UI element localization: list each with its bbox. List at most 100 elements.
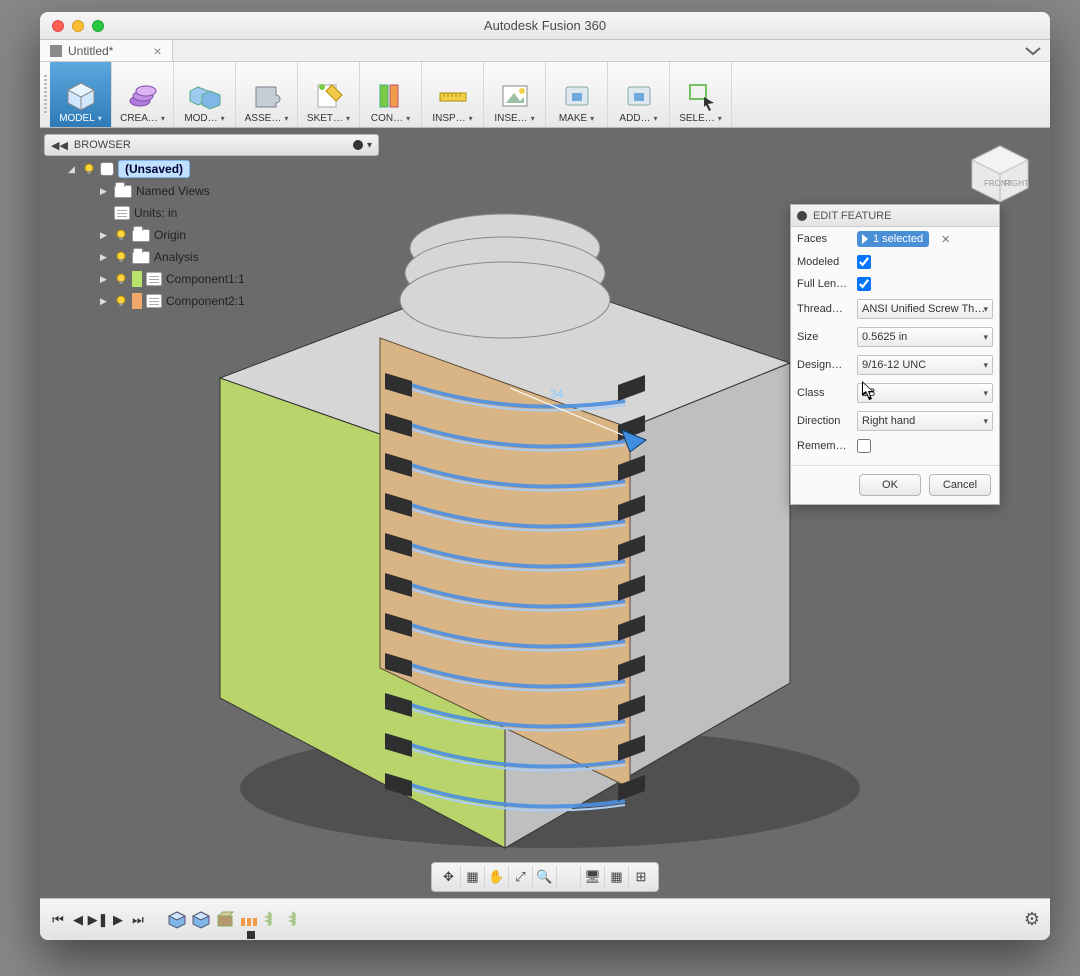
ribbon-model-button[interactable]: MODEL (50, 62, 112, 127)
direction-dropdown[interactable]: Right hand (857, 411, 993, 431)
cancel-button[interactable]: Cancel (929, 474, 991, 496)
document-tab[interactable]: Untitled* × (40, 40, 173, 61)
timeline-control-1[interactable]: ◀ (70, 912, 86, 928)
browser-tree: ◢ (Unsaved) ▶Named Views Units: in ▶Origin… (44, 158, 379, 312)
panel-row: Class1B (791, 379, 999, 407)
ribbon-make-button[interactable]: MAKE (546, 62, 608, 127)
remem-checkbox[interactable] (857, 439, 871, 453)
modeled-checkbox[interactable] (857, 255, 871, 269)
view-tool-2[interactable]: ✋ (485, 866, 509, 888)
class-dropdown[interactable]: 1B (857, 383, 993, 403)
zoom-window-button[interactable] (92, 20, 104, 32)
browser-header[interactable]: ◀◀ BROWSER ▾ (44, 134, 379, 156)
ribbon-crea-button[interactable]: CREA… (112, 62, 174, 127)
tree-item[interactable]: ▶Named Views (44, 180, 379, 202)
timeline-feature-1[interactable] (190, 909, 212, 931)
component-chip (132, 293, 142, 309)
close-window-button[interactable] (52, 20, 64, 32)
tab-expand-button[interactable] (1016, 40, 1050, 61)
cyl-top-3[interactable] (400, 262, 610, 338)
navigation-cube[interactable]: FRONT RIGHT (968, 142, 1032, 206)
tree-root[interactable]: ◢ (Unsaved) (44, 158, 379, 180)
view-tool-1[interactable]: ▦ (461, 866, 485, 888)
tree-item[interactable]: Units: in (44, 202, 379, 224)
document-icon (50, 45, 62, 57)
ribbon-label: SKET… (307, 113, 350, 124)
twist-icon[interactable]: ◢ (68, 164, 78, 175)
twist-icon[interactable]: ▶ (100, 230, 110, 241)
timeline-control-0[interactable]: ⏮ (50, 912, 66, 928)
timeline-feature-4[interactable] (262, 909, 284, 931)
view-tool-8[interactable]: ⊞ (629, 866, 653, 888)
view-toolbar: ✥▦✋⤢🔍🖥▦⊞ (431, 862, 659, 892)
traffic-lights (52, 20, 104, 32)
panel-title: EDIT FEATURE (813, 210, 891, 222)
tree-item[interactable]: ▶ Component2:1 (44, 290, 379, 312)
tree-item-label: Units: in (134, 206, 177, 220)
ok-button[interactable]: OK (859, 474, 921, 496)
design-dropdown[interactable]: 9/16-12 UNC (857, 355, 993, 375)
ribbon-sket-button[interactable]: SKET… (298, 62, 360, 127)
bulb-icon[interactable] (82, 162, 96, 176)
panel-row-label: Full Len… (797, 278, 851, 290)
timeline-marker[interactable] (247, 931, 255, 939)
settings-gear-icon[interactable]: ⚙ (1024, 909, 1040, 930)
panel-row-label: Faces (797, 233, 851, 245)
timeline-control-2[interactable]: ▶❚ (90, 912, 106, 928)
bulb-icon[interactable] (114, 272, 128, 286)
ribbon-asse-button[interactable]: ASSE… (236, 62, 298, 127)
twist-icon[interactable]: ▶ (100, 186, 110, 197)
ribbon-label: ASSE… (245, 113, 289, 124)
panel-menu-icon[interactable]: ▾ (367, 140, 372, 151)
tree-item[interactable]: ▶Origin (44, 224, 379, 246)
timeline-control-4[interactable]: ⏭ (130, 912, 146, 928)
faces-selection-chip[interactable]: 1 selected (857, 231, 929, 247)
twist-icon[interactable]: ▶ (100, 252, 110, 263)
twist-icon[interactable]: ▶ (100, 296, 110, 307)
view-tool-7[interactable]: ▦ (605, 866, 629, 888)
ribbon-add-button[interactable]: ADD… (608, 62, 670, 127)
viewport[interactable]: 34 ◀◀ BROWSER ▾ ◢ (Unsaved) ▶Named Views… (40, 128, 1050, 898)
fulllen-checkbox[interactable] (857, 277, 871, 291)
timeline-feature-0[interactable] (166, 909, 188, 931)
bulb-icon[interactable] (114, 228, 128, 242)
clear-selection-icon[interactable]: ✕ (941, 233, 950, 246)
panel-collapse-icon[interactable] (797, 211, 807, 221)
bulb-icon[interactable] (114, 250, 128, 264)
view-tool-0[interactable]: ✥ (437, 866, 461, 888)
view-tool-4[interactable]: 🔍 (533, 866, 557, 888)
panel-row-label: Size (797, 331, 851, 343)
view-tool-6[interactable]: 🖥 (581, 866, 605, 888)
3dprint-icon (622, 79, 656, 113)
tree-item[interactable]: ▶Component1:1 (44, 268, 379, 290)
bulb-icon[interactable] (114, 294, 128, 308)
timeline-strip[interactable] (166, 909, 308, 931)
ribbon-insp-button[interactable]: INSP… (422, 62, 484, 127)
view-tool-5[interactable] (557, 866, 581, 888)
twist-icon[interactable]: ▶ (100, 274, 110, 285)
thread-dropdown[interactable]: ANSI Unified Screw Th… (857, 299, 993, 319)
ribbon-con-button[interactable]: CON… (360, 62, 422, 127)
timeline-control-3[interactable]: ▶ (110, 912, 126, 928)
panel-row: Remem… (791, 435, 999, 457)
timeline-feature-2[interactable] (214, 909, 236, 931)
panel-pin-icon[interactable] (353, 140, 363, 150)
timeline-feature-3[interactable] (238, 909, 260, 931)
panel-header[interactable]: EDIT FEATURE (791, 205, 999, 227)
ribbon-mod-button[interactable]: MOD… (174, 62, 236, 127)
window-title: Autodesk Fusion 360 (40, 18, 1050, 33)
ribbon-label: CON… (371, 113, 410, 124)
close-tab-icon[interactable]: × (153, 44, 161, 58)
view-tool-3[interactable]: ⤢ (509, 866, 533, 888)
toolbar-grip[interactable] (40, 62, 50, 127)
radio-icon[interactable] (100, 162, 114, 176)
ribbon-sele-button[interactable]: SELE… (670, 62, 732, 127)
timeline-feature-5[interactable] (286, 909, 308, 931)
minimize-window-button[interactable] (72, 20, 84, 32)
edit-feature-panel: EDIT FEATURE Faces1 selected✕ModeledFull… (790, 204, 1000, 505)
tree-item-label: Component2:1 (166, 294, 245, 308)
ribbon-inse-button[interactable]: INSE… (484, 62, 546, 127)
collapse-left-icon[interactable]: ◀◀ (51, 139, 68, 152)
tree-item[interactable]: ▶Analysis (44, 246, 379, 268)
size-dropdown[interactable]: 0.5625 in (857, 327, 993, 347)
